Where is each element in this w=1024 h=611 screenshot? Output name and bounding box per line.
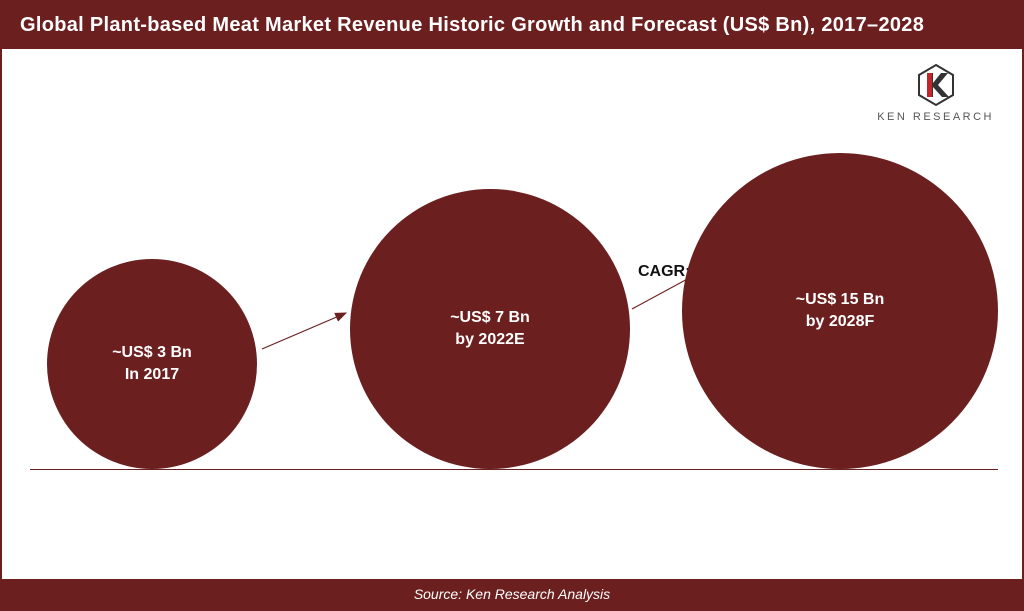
arrow-2: [622, 247, 738, 319]
bubble-2028-value: ~US$ 15 Bn: [796, 289, 884, 311]
bubble-2017: ~US$ 3 BnIn 2017: [47, 259, 257, 469]
bubble-2017-period: In 2017: [125, 364, 179, 386]
arrow-1: [252, 303, 356, 359]
logo-text: KEN RESEARCH: [877, 111, 994, 123]
logo-hexagon-icon: [916, 63, 956, 107]
chart-frame: Global Plant-based Meat Market Revenue H…: [0, 0, 1024, 611]
bubble-2022-value: ~US$ 7 Bn: [450, 307, 530, 329]
baseline: [30, 469, 998, 470]
source-footer: Source: Ken Research Analysis: [2, 579, 1022, 609]
chart-area: KEN RESEARCH CAGR: ~15% ~US$ 3 BnIn 2017…: [2, 49, 1022, 569]
bubble-2022-period: by 2022E: [455, 329, 524, 351]
chart-title: Global Plant-based Meat Market Revenue H…: [2, 2, 1022, 49]
bubble-2028-period: by 2028F: [806, 311, 874, 333]
bubble-2022: ~US$ 7 Bnby 2022E: [350, 189, 630, 469]
brand-logo: KEN RESEARCH: [877, 63, 994, 123]
bubble-2017-value: ~US$ 3 Bn: [112, 342, 192, 364]
